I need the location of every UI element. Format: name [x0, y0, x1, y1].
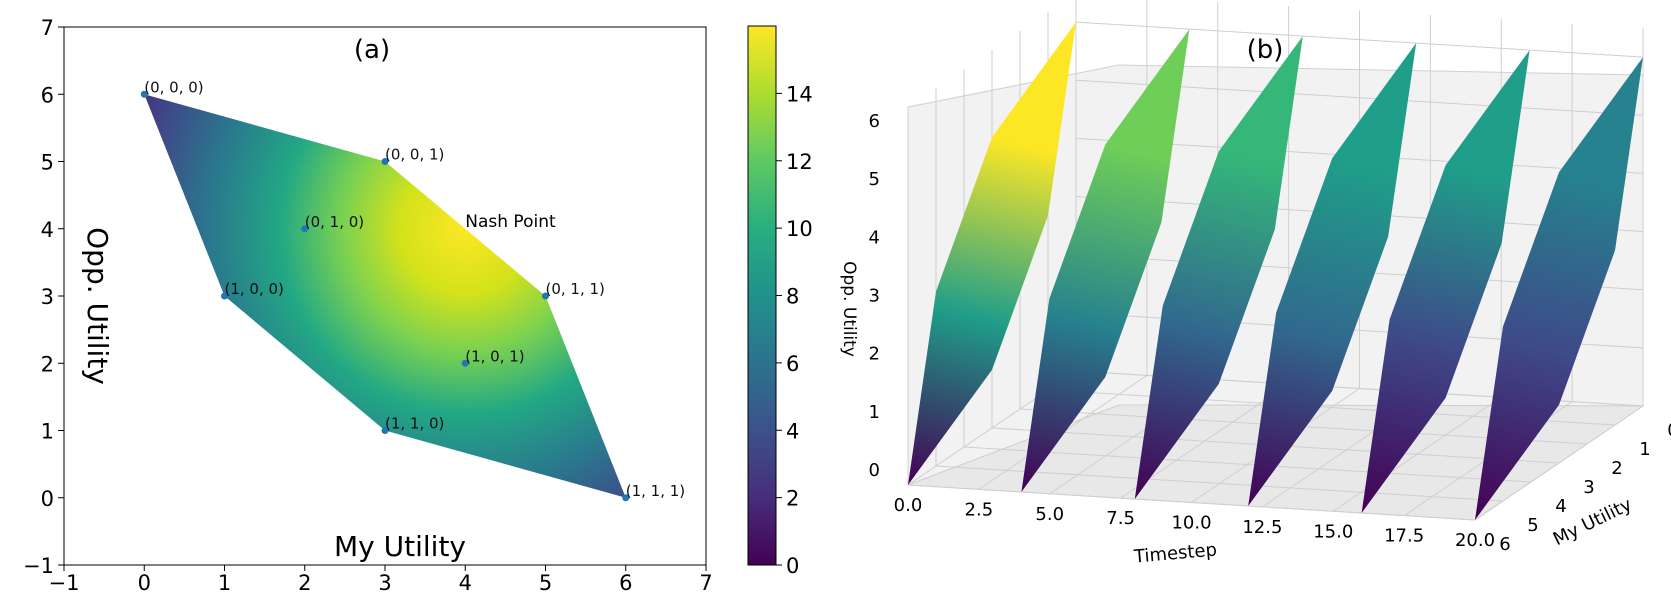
- utility-sheet: [1361, 50, 1530, 513]
- y-tick-label: 4: [41, 218, 54, 242]
- my-utility-tick-label: 0: [1667, 420, 1671, 441]
- nash-point-label: Nash Point: [465, 212, 556, 232]
- grid-line: [963, 446, 1532, 483]
- x-tick-label: 2: [298, 571, 311, 595]
- utility-sheet: [1021, 29, 1190, 492]
- outcome-point-label: (0, 1, 0): [305, 213, 364, 231]
- timestep-axis-label: Timestep: [1132, 539, 1218, 567]
- x-tick-label: 4: [459, 571, 472, 595]
- outcome-point: [622, 494, 630, 502]
- y-tick-label: 6: [41, 83, 54, 107]
- timestep-tick-label: 12.5: [1242, 517, 1282, 538]
- utility-sheets: [908, 22, 1643, 520]
- x-tick-label: −1: [49, 571, 80, 595]
- my-utility-tick-label: 4: [1555, 496, 1566, 517]
- opp-utility-tick-label: 3: [869, 286, 880, 307]
- colorbar-tick-label: 10: [786, 217, 813, 241]
- timestep-tick-label: 10.0: [1171, 513, 1211, 534]
- y-tick-labels: −1 0 1 2 3 4 5 6 7: [23, 16, 64, 578]
- outcome-point: [221, 292, 228, 300]
- outcome-point: [381, 427, 389, 434]
- my-utility-tick-label: 2: [1611, 458, 1622, 479]
- y-axis-label: Opp. Utility: [81, 227, 114, 385]
- x-tick-label: 0: [138, 571, 151, 595]
- y-tick-label: 2: [41, 352, 54, 376]
- x-tick-label: 7: [699, 571, 712, 595]
- timestep-tick-label: 7.5: [1106, 508, 1135, 529]
- opp-utility-axis-label: Opp. Utility: [839, 261, 859, 357]
- opp-utility-tick-labels: 0 1 2 3 4 5 6: [869, 111, 880, 481]
- y-tick-label: 1: [41, 420, 54, 444]
- colorbar-tick-label: 2: [786, 487, 799, 511]
- panel-a-title: (a): [354, 35, 390, 65]
- x-tick-label: 1: [218, 571, 231, 595]
- utility-sheet: [1134, 36, 1303, 499]
- colorbar-ticks: 0 2 4 6 8 10 12 14: [776, 82, 813, 578]
- outcome-point: [381, 158, 389, 165]
- colorbar: 0 2 4 6 8 10 12 14: [747, 25, 813, 578]
- colorbar-tick-label: 14: [786, 82, 813, 106]
- timestep-tick-label: 20.0: [1455, 530, 1495, 551]
- my-utility-tick-label: 5: [1527, 515, 1538, 536]
- convex-hull-region: [144, 94, 626, 498]
- x-tick-labels: −1 0 1 2 3 4 5 6 7: [49, 565, 713, 595]
- utility-sheet: [1248, 43, 1417, 506]
- outcome-point-label: (0, 0, 0): [144, 78, 203, 96]
- utility-sheet: [1475, 57, 1643, 520]
- x-tick-label: 5: [539, 571, 552, 595]
- colorbar-tick-label: 6: [786, 352, 799, 376]
- outcome-point: [140, 90, 148, 98]
- colorbar-tick-label: 0: [786, 554, 799, 578]
- outcome-point-label: (1, 1, 1): [626, 482, 685, 500]
- grid-line: [1075, 21, 1644, 58]
- outcome-point-label: (0, 0, 1): [385, 146, 444, 164]
- outcome-point: [301, 225, 309, 233]
- colorbar-gradient: [748, 26, 776, 565]
- x-tick-label: 3: [378, 571, 391, 595]
- timestep-tick-labels: 0.0 2.5 5.0 7.5 10.0 12.5 15.0 17.5 20.0: [894, 495, 1495, 551]
- my-utility-tick-label: 6: [1499, 534, 1510, 555]
- y-tick-label: 5: [41, 151, 54, 175]
- colorbar-tick-label: 12: [786, 150, 813, 174]
- opp-utility-tick-label: 4: [869, 227, 880, 248]
- hull-polygon: [144, 94, 626, 498]
- utility-sheet: [908, 22, 1076, 485]
- outcome-point-label: (1, 1, 0): [385, 415, 444, 433]
- outcome-point: [542, 292, 549, 300]
- timestep-tick-label: 15.0: [1313, 521, 1353, 542]
- opp-utility-tick-label: 0: [869, 460, 880, 481]
- panel-b-title: (b): [1247, 35, 1284, 65]
- opp-utility-tick-label: 2: [869, 344, 880, 365]
- opp-utility-tick-label: 1: [869, 402, 880, 423]
- outcome-point-label: (1, 0, 1): [465, 347, 524, 365]
- y-tick-label: −1: [23, 554, 54, 578]
- x-tick-label: 6: [619, 571, 632, 595]
- outcome-point-label: (0, 1, 1): [546, 280, 605, 298]
- outcome-point: [461, 359, 469, 367]
- colorbar-tick-label: 4: [786, 419, 799, 443]
- grid-line: [907, 484, 1476, 521]
- timestep-tick-label: 2.5: [965, 499, 994, 520]
- y-tick-label: 7: [41, 16, 54, 40]
- y-tick-label: 3: [41, 285, 54, 309]
- my-utility-tick-label: 3: [1583, 477, 1594, 498]
- timestep-tick-label: 17.5: [1384, 526, 1424, 547]
- outcome-point-label: (1, 0, 0): [225, 280, 284, 298]
- opp-utility-tick-label: 6: [869, 111, 880, 132]
- x-axis-label: My Utility: [334, 530, 466, 563]
- my-utility-tick-label: 1: [1639, 439, 1650, 460]
- outcome-points: (0, 0, 0) (0, 0, 1) (0, 1, 0) (0, 1, 1) (1, …: [140, 78, 685, 502]
- timestep-tick-label: 0.0: [894, 495, 923, 516]
- opp-utility-tick-label: 5: [869, 169, 880, 190]
- panel-b: (b) 0.0 2.5 5.0 7.5 10.0 12.5 15.0 17.5 20.0 012…: [839, 0, 1671, 568]
- colorbar-tick-label: 8: [786, 285, 799, 309]
- y-tick-label: 0: [41, 487, 54, 511]
- timestep-tick-label: 5.0: [1035, 504, 1064, 525]
